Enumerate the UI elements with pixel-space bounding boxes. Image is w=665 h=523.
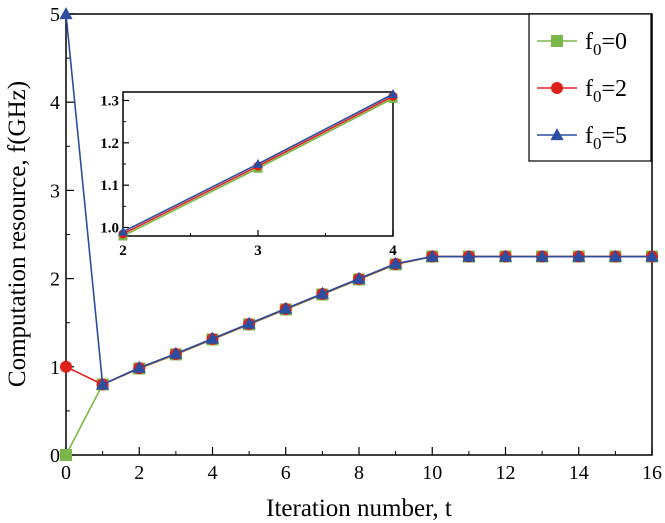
point-triangle: [389, 256, 403, 269]
y-tick-label: 4: [50, 92, 60, 114]
inset-plot: 2 3 4 1.0 1.1 1.2 1.3: [100, 88, 398, 259]
y-tick-label: 1: [50, 357, 60, 379]
x-tick-label: 10: [422, 462, 442, 484]
inset-y-tick-label: 1.3: [100, 93, 119, 109]
point-triangle: [572, 249, 586, 262]
point-triangle: [425, 249, 439, 262]
y-tick-label: 2: [50, 269, 60, 291]
legend-label-triangle: f0=5: [585, 123, 627, 153]
point-square: [60, 449, 72, 461]
inset-point-triangle: [118, 226, 128, 236]
point-triangle: [498, 249, 513, 262]
point-triangle: [96, 377, 110, 390]
legend-marker-circle: [551, 82, 563, 94]
inset-x-tick-label: 4: [389, 243, 397, 259]
x-tick-label: 12: [496, 462, 516, 484]
x-tick-label: 4: [208, 462, 218, 484]
point-triangle: [169, 346, 183, 359]
legend-marker-triangle: [550, 128, 564, 141]
y-tick-label: 5: [50, 4, 60, 26]
inset-point-triangle: [388, 88, 398, 98]
point-circle: [60, 360, 72, 373]
x-tick-label: 14: [569, 462, 589, 484]
x-tick-label: 0: [61, 462, 71, 484]
x-tick-label: 2: [134, 462, 144, 484]
legend: f0=0 f0=2 f0=5: [528, 13, 652, 162]
inset-y-tick-label: 1.0: [100, 221, 119, 237]
x-tick-label: 6: [281, 462, 291, 484]
point-triangle: [132, 360, 146, 373]
inset-point-triangle: [253, 158, 263, 168]
point-triangle: [352, 271, 366, 284]
x-tick-label: 8: [354, 462, 364, 484]
legend-box: [528, 13, 652, 162]
point-triangle: [608, 249, 622, 262]
legend-marker-square: [551, 35, 563, 47]
y-axis-label: Computation resource, f(GHz): [4, 81, 31, 387]
point-triangle: [279, 301, 293, 314]
y-tick-label: 0: [50, 445, 60, 467]
y-tick-label: 3: [50, 180, 60, 202]
inset-x-tick-label: 3: [254, 243, 262, 259]
point-triangle: [315, 286, 329, 299]
inset-y-tick-label: 1.1: [100, 178, 119, 194]
legend-label-square: f0=0: [585, 29, 627, 59]
x-axis-label: Iteration number, t: [266, 495, 452, 522]
point-triangle: [645, 249, 659, 262]
point-triangle: [535, 249, 549, 262]
point-triangle: [462, 249, 476, 262]
legend-label-circle: f0=2: [585, 76, 627, 106]
point-triangle: [205, 331, 220, 344]
inset-x-tick-label: 2: [119, 243, 127, 259]
x-tick-label: 16: [642, 462, 662, 484]
inset-y-tick-label: 1.2: [100, 136, 119, 152]
point-triangle: [242, 316, 256, 329]
point-triangle: [59, 7, 73, 20]
